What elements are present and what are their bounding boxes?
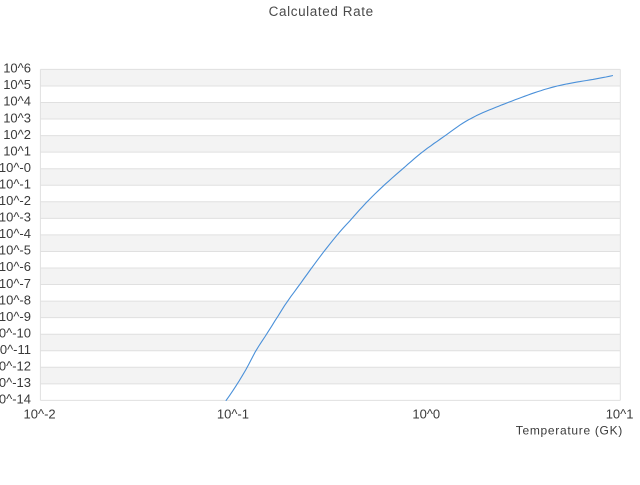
svg-text:10^3: 10^3	[3, 110, 31, 125]
svg-text:10^-0: 10^-0	[0, 160, 31, 175]
svg-text:10^-11: 10^-11	[0, 342, 31, 357]
svg-text:10^1: 10^1	[606, 407, 634, 422]
svg-text:Calculated Rate: Calculated Rate	[269, 4, 374, 19]
svg-text:10^1: 10^1	[3, 143, 31, 158]
svg-text:10^4: 10^4	[3, 94, 31, 109]
svg-text:10^2: 10^2	[3, 127, 31, 142]
svg-text:10^5: 10^5	[3, 77, 31, 92]
svg-text:10^0: 10^0	[412, 407, 440, 422]
svg-text:10^-10: 10^-10	[0, 325, 31, 340]
svg-text:10^-9: 10^-9	[0, 309, 31, 324]
svg-text:10^-1: 10^-1	[217, 407, 249, 422]
svg-text:10^-2: 10^-2	[0, 193, 31, 208]
svg-text:10^-6: 10^-6	[0, 259, 31, 274]
svg-text:10^-13: 10^-13	[0, 375, 31, 390]
svg-text:10^-4: 10^-4	[0, 226, 31, 241]
svg-text:10^-5: 10^-5	[0, 243, 31, 258]
svg-text:10^-2: 10^-2	[24, 407, 56, 422]
svg-text:Temperature (GK): Temperature (GK)	[516, 424, 623, 438]
svg-text:10^-7: 10^-7	[0, 276, 31, 291]
svg-text:10^-3: 10^-3	[0, 210, 31, 225]
svg-text:10^-14: 10^-14	[0, 392, 31, 407]
svg-text:10^-8: 10^-8	[0, 292, 31, 307]
svg-text:10^-1: 10^-1	[0, 176, 31, 191]
svg-text:10^-12: 10^-12	[0, 359, 31, 374]
svg-text:10^6: 10^6	[3, 61, 31, 76]
